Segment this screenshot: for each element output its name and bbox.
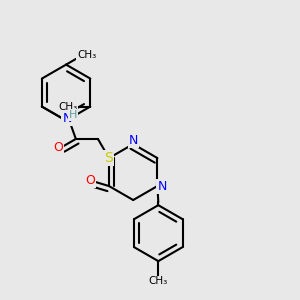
Text: CH₃: CH₃ <box>58 102 77 112</box>
Text: S: S <box>105 151 113 165</box>
Text: H: H <box>69 110 77 120</box>
Text: CH₃: CH₃ <box>149 276 168 286</box>
Text: N: N <box>128 134 138 147</box>
Text: CH₃: CH₃ <box>77 50 96 60</box>
Text: N: N <box>62 112 72 125</box>
Text: O: O <box>53 140 63 154</box>
Text: O: O <box>85 174 95 187</box>
Text: N: N <box>158 179 167 193</box>
